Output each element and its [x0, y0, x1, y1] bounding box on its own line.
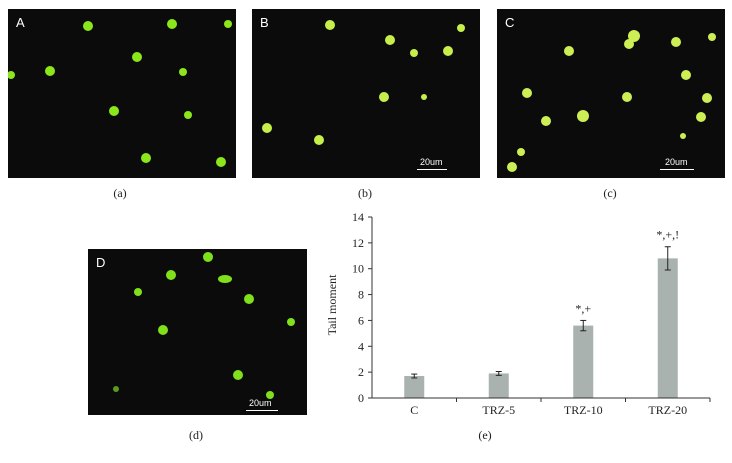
comet-cells-b [262, 20, 465, 145]
caption-b: (b) [358, 186, 372, 200]
scale-bar-d [246, 410, 278, 411]
micrograph-panel-d: D 20um [88, 249, 307, 415]
panel-label-c: C [505, 15, 515, 30]
bars: *,+ *,+,! [404, 228, 679, 398]
micrograph-panel-a: A [8, 9, 236, 178]
y-tick-label: 14 [352, 210, 364, 224]
x-tick-label: TRZ-20 [648, 403, 687, 417]
y-tick-label: 0 [358, 391, 364, 405]
caption-e: (e) [478, 428, 492, 442]
y-axis: 0 2 4 6 8 10 12 14 [352, 210, 373, 405]
caption-a: (a) [113, 186, 127, 200]
significance-label: *,+ [575, 301, 591, 315]
x-tick-label: C [410, 403, 418, 417]
x-tick-label: TRZ-10 [564, 403, 603, 417]
y-tick-label: 6 [358, 313, 364, 327]
y-tick-label: 4 [358, 339, 364, 353]
micrograph-panel-b: B 20um [252, 9, 480, 178]
micrograph-panel-c: C 20um [497, 9, 725, 178]
scale-bar-b [417, 169, 447, 170]
panel-label-b: B [260, 15, 269, 30]
comet-cells-d [113, 252, 295, 399]
caption-d: (d) [189, 428, 203, 442]
bar [404, 376, 425, 398]
x-axis: C TRZ-5 TRZ-10 TRZ-20 [372, 397, 711, 417]
scale-bar-label-b: 20um [420, 157, 443, 167]
panel-label-d: D [96, 255, 106, 270]
x-tick-label: TRZ-5 [482, 403, 515, 417]
scale-bar-label-d: 20um [249, 398, 272, 408]
comet-cells-c [507, 30, 716, 172]
y-tick-label: 10 [352, 262, 364, 276]
scale-bar-label-c: 20um [665, 157, 688, 167]
scale-bar-c [660, 169, 694, 170]
y-axis-label: Tail moment [326, 274, 339, 335]
bar [657, 258, 678, 398]
comet-cells-a [8, 19, 232, 167]
y-tick-label: 12 [352, 236, 364, 250]
y-tick-label: 8 [358, 288, 364, 302]
panel-label-a: A [16, 15, 25, 30]
caption-c: (c) [603, 186, 617, 200]
y-tick-label: 2 [358, 365, 364, 379]
significance-label: *,+,! [656, 228, 679, 242]
bar [488, 373, 509, 398]
bar [573, 325, 594, 398]
